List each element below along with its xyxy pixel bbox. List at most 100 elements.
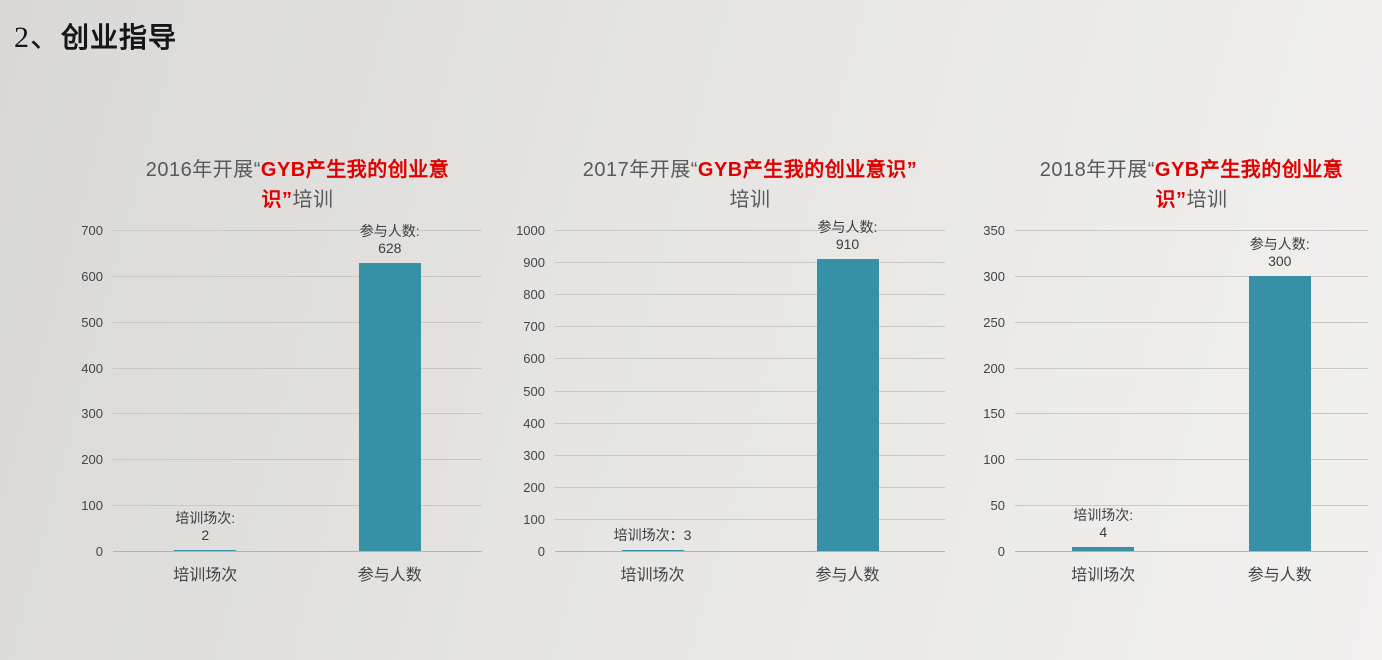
- gridline: [1015, 459, 1368, 461]
- bar-培训场次: [174, 550, 237, 551]
- gridline: [113, 413, 482, 415]
- chart-2018-gyb-training: 2018年开展“GYB产生我的创业意 识”培训 0 50 100 150 200 250 300…: [960, 140, 1382, 620]
- chart-title-line: 2017年开展“GYB产生我的创业意识”: [540, 155, 960, 185]
- y-tick-label: 500: [523, 383, 545, 399]
- bar-参与人数: [816, 259, 879, 551]
- gridline: [1015, 321, 1368, 323]
- chart-title-text: 培训: [729, 189, 771, 211]
- data-label-line: 参与人数:: [817, 219, 878, 235]
- y-tick-label: 300: [81, 406, 103, 422]
- chart-title-text: 培训: [1186, 189, 1228, 211]
- gridline: [555, 262, 945, 264]
- data-label: 参与人数: 300: [1200, 236, 1360, 270]
- gridline: [555, 326, 945, 328]
- y-tick-label: 350: [983, 223, 1005, 238]
- gridline: [555, 454, 945, 456]
- gridline: [555, 486, 945, 488]
- chart-title-line: 2018年开展“GYB产生我的创业意: [982, 155, 1382, 185]
- chart-2016-gyb-training: 2016年开展“GYB产生我的创业意 识”培训 0 100 200 300 400 500 60…: [60, 140, 500, 620]
- chart-title-text: 2018年开展“: [1039, 159, 1155, 181]
- data-label: 培训场次: 4: [1023, 507, 1183, 541]
- data-label-line: 参与人数:: [1249, 236, 1310, 252]
- y-tick-label: 300: [983, 268, 1005, 284]
- gridline: [113, 505, 482, 507]
- y-tick-label: 400: [81, 360, 103, 376]
- gridline: [1015, 505, 1368, 507]
- gridline: [113, 275, 482, 277]
- y-tick-label: 200: [81, 452, 103, 468]
- y-tick-label: 100: [81, 498, 103, 514]
- data-label-line: 4: [1099, 524, 1108, 540]
- x-axis-line: [1015, 551, 1368, 552]
- y-tick-label: 600: [523, 351, 545, 367]
- y-tick-label: 200: [983, 360, 1005, 376]
- x-category-label: 参与人数: [815, 567, 880, 584]
- gridline: [555, 358, 945, 360]
- gridline: [555, 294, 945, 296]
- y-tick-label: 50: [990, 498, 1005, 514]
- y-tick-label: 200: [523, 479, 545, 495]
- chart-title-highlight: GYB产生我的创业意: [260, 159, 450, 181]
- gridline: [1015, 230, 1368, 231]
- gridline: [555, 422, 945, 424]
- y-tick-label: 300: [523, 447, 545, 463]
- x-axis-line: [555, 551, 945, 552]
- chart-title-highlight: 识”: [1155, 189, 1187, 211]
- gridline: [555, 518, 945, 520]
- data-label-line: 300: [1268, 253, 1292, 269]
- chart-title: 2016年开展“GYB产生我的创业意 识”培训: [88, 155, 508, 215]
- y-tick-label: 500: [81, 314, 103, 330]
- bar-参与人数: [358, 263, 421, 551]
- chart-title-line: 识”培训: [982, 185, 1382, 215]
- gridline: [113, 230, 482, 231]
- data-label: 参与人数: 910: [768, 219, 928, 253]
- y-tick-label: 100: [523, 511, 545, 527]
- chart-title-line: 2016年开展“GYB产生我的创业意: [88, 155, 508, 185]
- x-axis-line: [113, 551, 482, 552]
- x-category-label: 参与人数: [1247, 567, 1312, 584]
- y-tick-label: 0: [95, 544, 103, 559]
- y-tick-label: 700: [523, 319, 545, 335]
- page-title-number: 2、: [14, 21, 61, 54]
- chart-2017-gyb-training: 2017年开展“GYB产生我的创业意识” 培训 0 100 200 300 400 500 60…: [500, 140, 960, 620]
- gridline: [555, 230, 945, 231]
- data-label-line: 参与人数:: [359, 223, 420, 239]
- y-tick-label: 150: [983, 406, 1005, 422]
- gridline: [113, 459, 482, 461]
- chart-title: 2018年开展“GYB产生我的创业意 识”培训: [982, 155, 1382, 215]
- page-title: 2、创业指导: [14, 12, 177, 56]
- y-tick-label: 600: [81, 268, 103, 284]
- chart-title: 2017年开展“GYB产生我的创业意识” 培训: [540, 155, 960, 215]
- chart-title-line: 培训: [540, 185, 960, 215]
- y-tick-label: 250: [983, 314, 1005, 330]
- chart-title-text: 2016年开展“: [145, 159, 261, 181]
- page-title-text: 创业指导: [61, 22, 178, 53]
- data-label-line: 628: [378, 240, 402, 256]
- bar-培训场次: [621, 550, 684, 551]
- gridline: [1015, 413, 1368, 415]
- chart-title-highlight: 识”: [261, 189, 293, 211]
- bar-培训场次: [1072, 547, 1135, 551]
- data-label-line: 培训场次:: [1073, 507, 1134, 523]
- y-tick-label: 1000: [516, 223, 545, 238]
- data-label: 参与人数: 628: [310, 223, 470, 257]
- data-label-line: 培训场次：3: [613, 527, 692, 543]
- x-category-label: 培训场次: [173, 567, 238, 584]
- data-label: 培训场次：3: [573, 527, 733, 544]
- data-label-line: 培训场次:: [175, 510, 236, 526]
- y-tick-label: 400: [523, 415, 545, 431]
- gridline: [1015, 275, 1368, 277]
- y-tick-label: 100: [983, 452, 1005, 468]
- chart-title-highlight: GYB产生我的创业意识”: [697, 159, 918, 181]
- x-category-label: 参与人数: [357, 567, 422, 584]
- chart-title-text: 培训: [292, 189, 334, 211]
- gridline: [113, 367, 482, 369]
- x-category-label: 培训场次: [620, 567, 685, 584]
- gridline: [113, 321, 482, 323]
- data-label: 培训场次: 2: [125, 510, 285, 544]
- chart-title-line: 识”培训: [88, 185, 508, 215]
- y-tick-label: 0: [537, 544, 545, 559]
- gridline: [555, 390, 945, 392]
- y-tick-label: 0: [997, 544, 1005, 559]
- gridline: [1015, 367, 1368, 369]
